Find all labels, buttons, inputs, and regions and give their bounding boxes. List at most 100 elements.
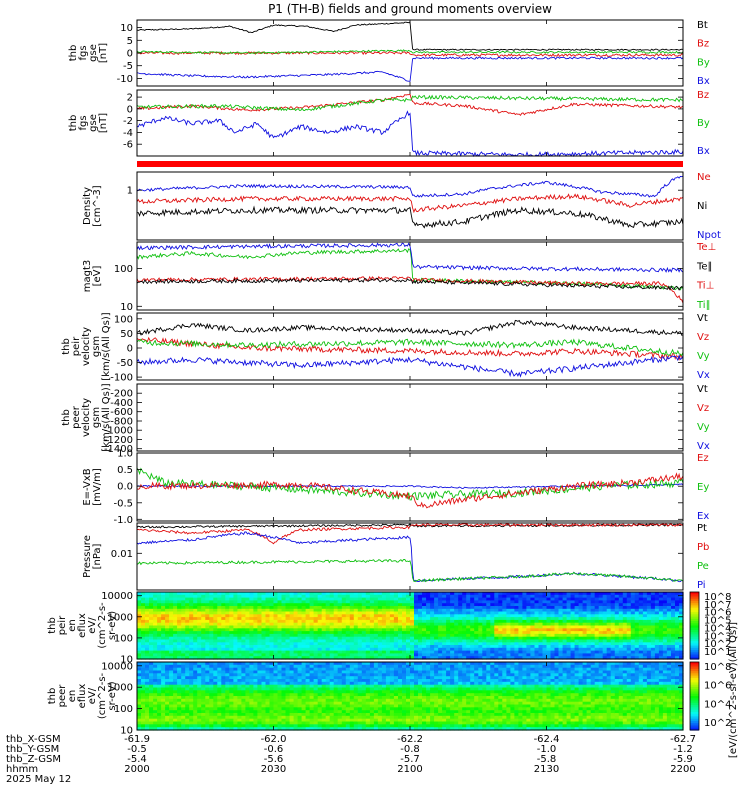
peir_spec-cell (245, 600, 250, 604)
peer_spec-cell (305, 662, 311, 666)
legend-entry: Ni (697, 201, 707, 212)
peir_spec-cell (289, 647, 295, 652)
peer_spec-cell (177, 701, 182, 706)
peer_spec-cell (269, 684, 275, 689)
peer_spec-cell (285, 662, 291, 666)
peir_spec-cell (381, 625, 387, 629)
peir_spec-cell (618, 633, 624, 638)
peir_spec-cell (470, 597, 475, 601)
peir_spec-cell (462, 656, 467, 660)
peir_spec-cell (502, 650, 507, 654)
peir_spec-cell (462, 650, 467, 654)
peir_spec-cell (289, 622, 295, 627)
peir_spec-cell (654, 617, 660, 621)
peir_spec-cell (550, 619, 556, 624)
peer_spec-cell (213, 670, 218, 674)
peer_spec-cell (225, 718, 230, 723)
peer_spec-cell (281, 690, 287, 694)
peir_spec-cell (261, 614, 267, 618)
peer_spec-cell (197, 721, 202, 725)
peir_spec-cell (522, 594, 527, 599)
peir_spec-cell (209, 592, 214, 596)
peir_spec-cell (586, 642, 592, 646)
peir_spec-cell (321, 642, 327, 646)
peir_spec-cell (538, 650, 544, 654)
peir_spec-cell (249, 633, 254, 638)
peir_spec-cell (574, 645, 580, 649)
peir_spec-cell (666, 636, 672, 641)
peir_spec-cell (646, 642, 652, 646)
peir_spec-cell (618, 631, 624, 635)
peer_spec-cell (349, 701, 355, 706)
peer_spec-cell (205, 710, 210, 714)
peer_spec-cell (201, 670, 206, 674)
peir_spec-cell (554, 592, 560, 596)
peir_spec-cell (393, 633, 399, 638)
peir_spec-cell (241, 642, 246, 646)
peir_spec-cell (137, 600, 142, 604)
peir_spec-cell (578, 645, 584, 649)
peir_spec-cell (454, 606, 459, 610)
peir_spec-cell (185, 645, 190, 649)
peir_spec-cell (630, 622, 636, 627)
peir_spec-cell (209, 650, 214, 654)
peir_spec-cell (398, 645, 403, 649)
peer_spec-cell (169, 724, 174, 728)
peir_spec-cell (594, 636, 600, 641)
peer_spec-cell (349, 710, 355, 714)
peir_spec-cell (385, 633, 391, 638)
ylabel-line: velocity (81, 398, 92, 437)
peer_spec-cell (345, 673, 351, 677)
peer_spec-cell (281, 710, 287, 714)
peir_spec-cell (534, 622, 540, 627)
peer_spec-cell (177, 676, 182, 680)
peir_spec-cell (671, 647, 676, 652)
peer_spec-cell (281, 693, 287, 697)
peer_spec-cell (361, 664, 367, 669)
peir_spec-cell (309, 608, 315, 613)
peir_spec-cell (349, 603, 355, 607)
peir_spec-cell (418, 606, 423, 610)
peer_spec-cell (205, 707, 210, 711)
peer_spec-cell (245, 670, 250, 674)
peir_spec-cell (201, 633, 206, 638)
peir_spec-cell (233, 622, 238, 627)
peir_spec-cell (534, 633, 540, 638)
peir_spec-cell (622, 611, 628, 615)
peir_spec-cell (201, 617, 206, 621)
peir_spec-cell (650, 592, 656, 596)
peir_spec-cell (554, 608, 560, 613)
peir_spec-cell (614, 617, 620, 621)
peir_spec-cell (482, 611, 487, 615)
peer_spec-cell (341, 721, 347, 725)
peir_spec-cell (594, 656, 600, 660)
peir_spec-cell (474, 597, 479, 601)
peir_spec-cell (205, 656, 210, 660)
peer_spec-cell (189, 718, 194, 723)
peer_spec-cell (249, 681, 254, 686)
peer_spec-cell (333, 679, 339, 683)
peir_spec-cell (349, 614, 355, 618)
peer_spec-cell (289, 715, 295, 720)
peir_spec-cell (618, 645, 624, 649)
peir_spec-cell (510, 633, 515, 638)
peer_spec-cell (161, 673, 166, 677)
peer_spec-cell (185, 687, 190, 691)
peer_spec-cell (321, 721, 327, 725)
peir_spec-cell (369, 653, 375, 657)
peir_spec-cell (317, 633, 323, 638)
peer_spec-cell (257, 701, 262, 706)
peir_spec-cell (518, 603, 523, 607)
peer_spec-cell (313, 715, 319, 720)
peer_spec-cell (213, 676, 218, 680)
peer_spec-cell (153, 724, 158, 728)
peir_spec-cell (393, 611, 399, 615)
peir_spec-cell (293, 600, 299, 604)
peir_spec-cell (201, 619, 206, 624)
peir_spec-cell (141, 606, 146, 610)
peir_spec-cell (458, 639, 463, 643)
peir_spec-cell (679, 639, 684, 643)
peir_spec-cell (602, 642, 608, 646)
peir_spec-cell (369, 647, 375, 652)
